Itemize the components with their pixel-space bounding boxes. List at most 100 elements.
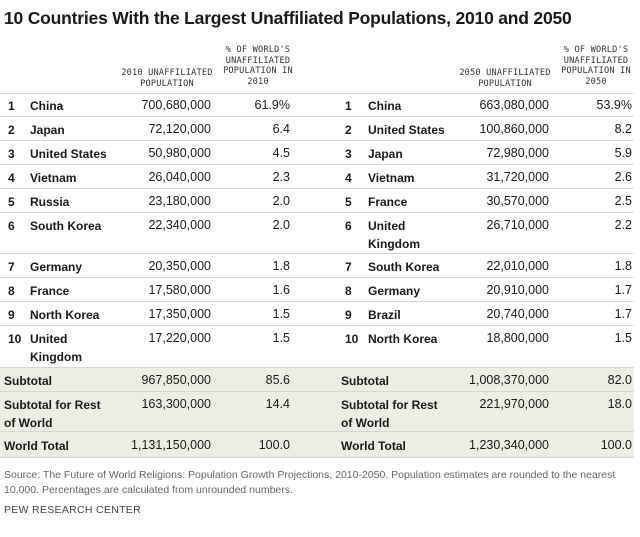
header-2050-percent: % OF WORLD'S UNAFFILIATED POPULATION IN … xyxy=(561,45,631,87)
rank-label: 2 xyxy=(345,123,352,137)
percent-value: 8.2 xyxy=(614,122,632,136)
rank-label: 6 xyxy=(8,219,15,233)
percent-value: 1.5 xyxy=(272,307,290,321)
rank-label: 2 xyxy=(8,123,15,137)
row-divider xyxy=(0,277,634,278)
population-value: 22,010,000 xyxy=(486,259,549,273)
summary-population: 221,970,000 xyxy=(479,397,549,411)
rank-label: 9 xyxy=(345,308,352,322)
percent-value: 1.7 xyxy=(614,307,632,321)
row-divider xyxy=(0,188,634,189)
country-label: Russia xyxy=(30,195,70,209)
country-label: United Kingdom xyxy=(30,332,82,364)
country-label: North Korea xyxy=(30,308,100,322)
country-label: Japan xyxy=(368,147,403,161)
population-value: 18,800,000 xyxy=(486,331,549,345)
country-label: France xyxy=(30,284,70,298)
country-label: China xyxy=(368,99,402,113)
percent-value: 2.3 xyxy=(272,170,290,184)
summary-population: 1,230,340,000 xyxy=(469,438,549,452)
summary-percent: 100.0 xyxy=(600,438,632,452)
source-note: Source: The Future of World Religions: P… xyxy=(4,469,616,496)
country-label: South Korea xyxy=(30,219,102,233)
percent-value: 2.0 xyxy=(272,194,290,208)
header-2050-population: 2050 UNAFFILIATED POPULATION xyxy=(459,68,551,89)
population-value: 17,220,000 xyxy=(148,331,211,345)
percent-value: 53.9% xyxy=(596,98,632,112)
summary-population: 1,131,150,000 xyxy=(131,438,211,452)
population-value: 20,740,000 xyxy=(486,307,549,321)
row-divider xyxy=(0,457,634,458)
percent-value: 6.4 xyxy=(272,122,290,136)
row-divider xyxy=(0,367,634,368)
population-value: 72,120,000 xyxy=(148,122,211,136)
rank-label: 7 xyxy=(345,260,352,274)
rank-label: 8 xyxy=(8,284,15,298)
rank-label: 1 xyxy=(8,99,15,113)
rank-label: 8 xyxy=(345,284,352,298)
population-value: 26,710,000 xyxy=(486,218,549,232)
row-divider xyxy=(0,431,634,432)
country-label: France xyxy=(368,195,408,209)
summary-percent: 18.0 xyxy=(607,397,632,411)
population-value: 50,980,000 xyxy=(148,146,211,160)
summary-population: 163,300,000 xyxy=(141,397,211,411)
summary-label: Subtotal for Rest of World xyxy=(341,398,438,430)
population-value: 700,680,000 xyxy=(141,98,211,112)
country-label: Vietnam xyxy=(30,171,77,185)
population-value: 31,720,000 xyxy=(486,170,549,184)
percent-value: 2.2 xyxy=(614,218,632,232)
percent-value: 1.6 xyxy=(272,283,290,297)
rank-label: 5 xyxy=(345,195,352,209)
country-label: South Korea xyxy=(368,260,440,274)
percent-value: 1.8 xyxy=(272,259,290,273)
brand-label: PEW RESEARCH CENTER xyxy=(4,504,141,516)
population-value: 17,350,000 xyxy=(148,307,211,321)
percent-value: 1.8 xyxy=(614,259,632,273)
country-label: China xyxy=(30,99,64,113)
percent-value: 1.7 xyxy=(614,283,632,297)
population-value: 22,340,000 xyxy=(148,218,211,232)
percent-value: 1.5 xyxy=(614,331,632,345)
percent-value: 5.9 xyxy=(614,146,632,160)
summary-percent: 14.4 xyxy=(265,397,290,411)
country-label: United States xyxy=(30,147,107,161)
population-value: 72,980,000 xyxy=(486,146,549,160)
row-divider xyxy=(0,116,634,117)
percent-value: 2.5 xyxy=(614,194,632,208)
country-label: Brazil xyxy=(368,308,401,322)
row-divider xyxy=(0,253,634,254)
summary-label: World Total xyxy=(4,439,69,453)
rank-label: 10 xyxy=(345,332,359,346)
row-divider xyxy=(0,391,634,392)
summary-percent: 85.6 xyxy=(265,373,290,387)
country-label: United States xyxy=(368,123,445,137)
rank-label: 4 xyxy=(345,171,352,185)
rank-label: 6 xyxy=(345,219,352,233)
rank-label: 1 xyxy=(345,99,352,113)
population-value: 26,040,000 xyxy=(148,170,211,184)
rank-label: 5 xyxy=(8,195,15,209)
header-2010-percent: % OF WORLD'S UNAFFILIATED POPULATION IN … xyxy=(223,45,293,87)
summary-population: 1,008,370,000 xyxy=(469,373,549,387)
percent-value: 2.0 xyxy=(272,218,290,232)
summary-label: Subtotal xyxy=(4,374,52,388)
row-divider xyxy=(0,212,634,213)
row-divider xyxy=(0,164,634,165)
header-2010-population: 2010 UNAFFILIATED POPULATION xyxy=(121,68,213,89)
population-value: 17,580,000 xyxy=(148,283,211,297)
rank-label: 7 xyxy=(8,260,15,274)
percent-value: 4.5 xyxy=(272,146,290,160)
population-value: 20,350,000 xyxy=(148,259,211,273)
summary-label: Subtotal xyxy=(341,374,389,388)
row-divider xyxy=(0,325,634,326)
country-label: North Korea xyxy=(368,332,438,346)
summary-population: 967,850,000 xyxy=(141,373,211,387)
percent-value: 2.6 xyxy=(614,170,632,184)
summary-label: World Total xyxy=(341,439,406,453)
percent-value: 61.9% xyxy=(254,98,290,112)
rank-label: 4 xyxy=(8,171,15,185)
chart-title: 10 Countries With the Largest Unaffiliat… xyxy=(4,8,572,28)
country-label: Japan xyxy=(30,123,65,137)
